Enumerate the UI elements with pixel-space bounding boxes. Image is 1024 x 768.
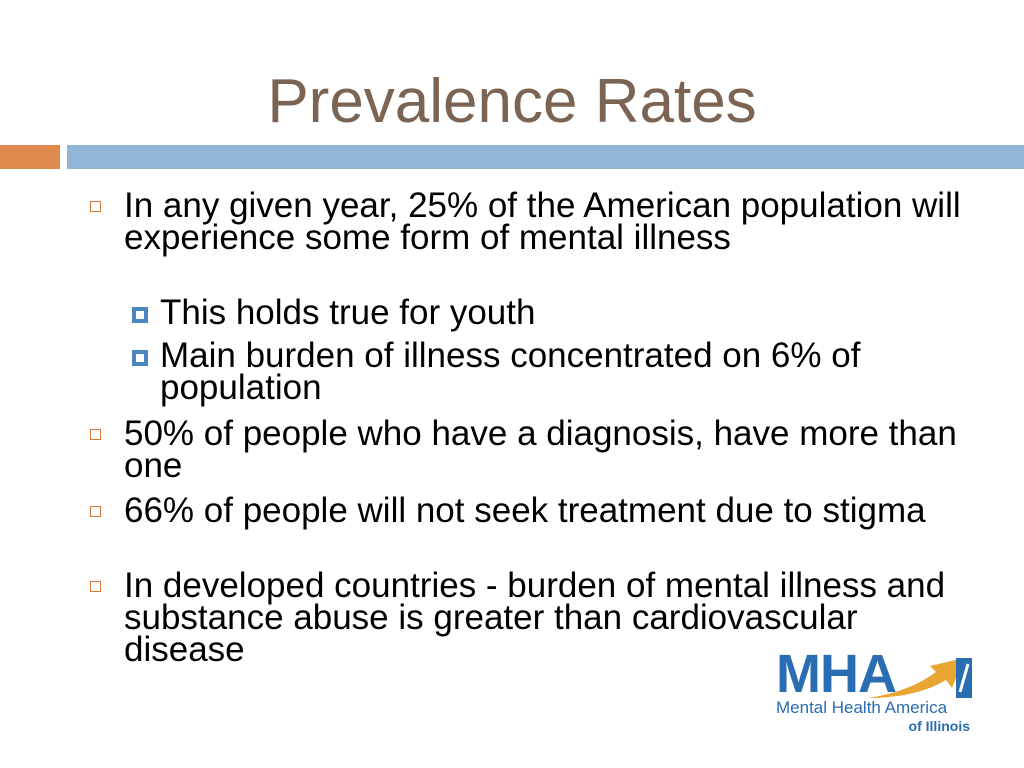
- bullet-text: In any given year, 25% of the American p…: [124, 186, 961, 257]
- bullet-text: In developed countries - burden of menta…: [124, 566, 946, 669]
- bullet-item: In any given year, 25% of the American p…: [90, 188, 974, 255]
- filled-square-icon: [132, 350, 148, 366]
- sub-bullet-text: Main burden of illness concentrated on 6…: [160, 336, 861, 407]
- logo-org-region: of Illinois: [908, 718, 970, 734]
- sub-bullet-item: Main burden of illness concentrated on 6…: [132, 338, 980, 405]
- sub-bullet-text: This holds true for youth: [160, 293, 536, 332]
- mha-logo: MHA Mental Health America of Illinois: [776, 644, 976, 740]
- slide-title: Prevalence Rates: [267, 67, 757, 136]
- logo-org-name: Mental Health America: [776, 698, 948, 717]
- hollow-square-icon: [90, 506, 101, 517]
- accent-bar-orange: [0, 145, 60, 169]
- filled-square-icon: [132, 307, 148, 323]
- bullet-item: 66% of people will not seek treatment du…: [90, 493, 974, 528]
- logo-letters: MHA: [776, 644, 897, 704]
- sub-bullet-item: This holds true for youth: [132, 295, 980, 330]
- hollow-square-icon: [90, 581, 101, 592]
- swoosh-arrow-icon: [868, 658, 972, 698]
- accent-bar-blue: [67, 145, 1024, 169]
- bullet-text: 66% of people will not seek treatment du…: [124, 491, 926, 530]
- bullet-text: 50% of people who have a diagnosis, have…: [124, 414, 957, 485]
- hollow-square-icon: [90, 201, 101, 212]
- hollow-square-icon: [90, 429, 101, 440]
- bullet-item: 50% of people who have a diagnosis, have…: [90, 416, 974, 483]
- bullet-item: In developed countries - burden of menta…: [90, 568, 974, 667]
